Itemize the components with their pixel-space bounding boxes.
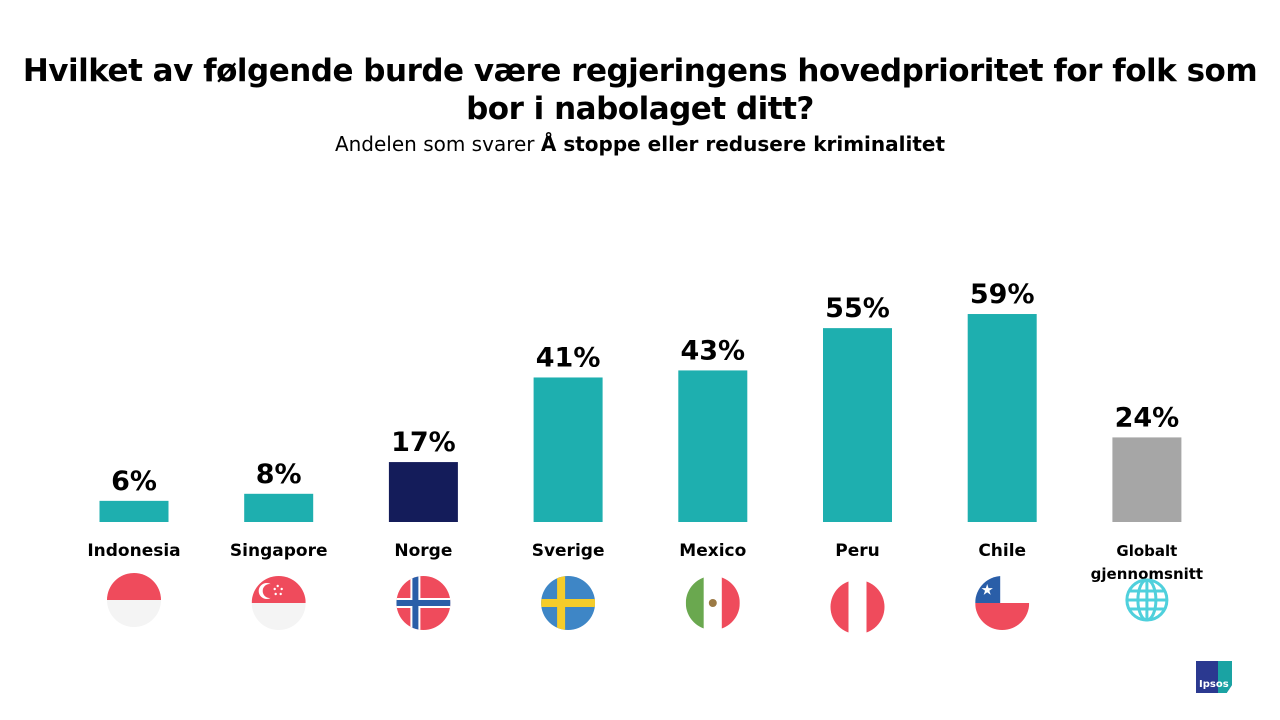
- ipsos-logo: Ipsos: [1196, 661, 1232, 693]
- chile-flag: [975, 576, 1030, 630]
- singapore-flag: [251, 576, 306, 630]
- category-label: Singapore: [230, 541, 328, 561]
- data-label: 59%: [970, 279, 1035, 310]
- bar-globalt-gjennomsnitt: [1112, 437, 1182, 522]
- bar-mexico: [678, 370, 748, 522]
- category-label: Indonesia: [87, 541, 180, 561]
- category-label: Norge: [394, 541, 452, 561]
- subtitle-prefix: Andelen som svarer: [334, 132, 535, 156]
- chart-subtitle: Andelen som svarer Å stoppe eller reduse…: [0, 132, 1280, 156]
- mexico-flag: [685, 576, 740, 630]
- bar-peru: [823, 328, 892, 522]
- category-label: Peru: [835, 541, 879, 561]
- chart-title: Hvilket av følgende burde være regjering…: [22, 53, 1258, 127]
- data-label: 55%: [825, 293, 890, 324]
- bar-singapore: [244, 493, 314, 522]
- bar-chile: [967, 314, 1037, 522]
- category-label: Sverige: [532, 541, 605, 561]
- category-label: gjennomsnitt: [1091, 565, 1203, 583]
- indonesia-flag: [107, 573, 161, 627]
- bar-sverige: [533, 377, 603, 522]
- data-label: 8%: [256, 459, 302, 490]
- data-label: 41%: [536, 342, 601, 373]
- peru-flag: [830, 580, 885, 634]
- globe-icon: [1125, 578, 1169, 622]
- data-label: 17%: [391, 427, 456, 458]
- bar-indonesia: [99, 500, 169, 522]
- category-label: Mexico: [679, 541, 746, 561]
- category-label: Globalt: [1116, 542, 1177, 560]
- category-label: Chile: [978, 541, 1026, 561]
- data-label: 43%: [680, 335, 745, 366]
- bar-norge: [388, 462, 458, 522]
- data-label: 6%: [111, 466, 157, 497]
- sweden-flag: [541, 576, 596, 630]
- subtitle-bold: Å stoppe eller redusere kriminalitet: [540, 132, 946, 156]
- data-label: 24%: [1115, 402, 1180, 433]
- norway-flag: [396, 576, 451, 630]
